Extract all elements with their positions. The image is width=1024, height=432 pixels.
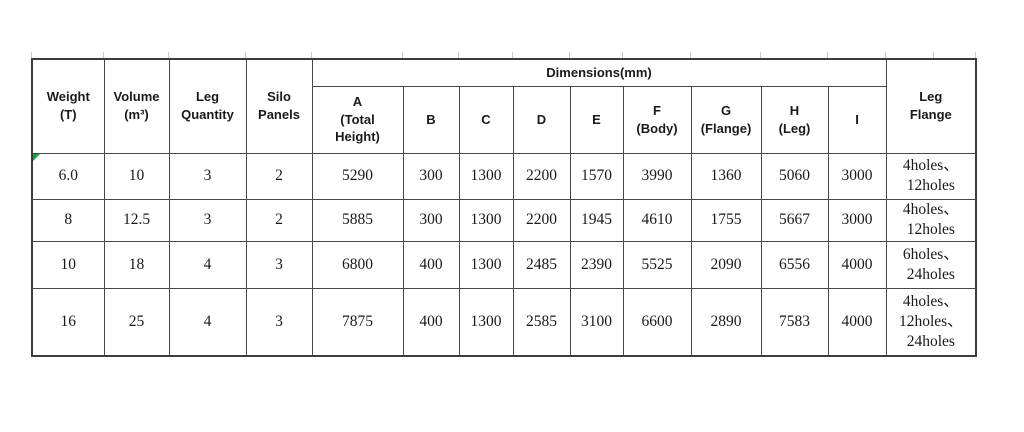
cell-b-r3: 400 (402, 240, 460, 289)
col-header-volume: Volume (m³) (103, 58, 170, 154)
cell-a-total-height-r2: 5885 (311, 198, 404, 242)
gridline-stub (402, 52, 403, 58)
cell-f-body-r4: 6600 (622, 287, 692, 357)
col-header-b: B (402, 85, 460, 154)
col-header-d: D (512, 85, 571, 154)
col-header-c: C (458, 85, 514, 154)
cell-e-r1: 1570 (569, 152, 624, 200)
cell-i-r1: 3000 (827, 152, 887, 200)
gridline-stub (245, 52, 246, 58)
cell-f-body-r3: 5525 (622, 240, 692, 289)
cell-weight-r4: 16 (31, 287, 105, 357)
cell-weight-r1: 6.0 (31, 152, 105, 200)
cell-silo-panels-r1: 2 (245, 152, 313, 200)
cell-g-flange-r4: 2890 (690, 287, 762, 357)
cell-c-r4: 1300 (458, 287, 514, 357)
cell-d-r1: 2200 (512, 152, 571, 200)
cell-f-body-r2: 4610 (622, 198, 692, 242)
cell-c-r2: 1300 (458, 198, 514, 242)
gridline-stub (885, 52, 886, 58)
gridline-stub (933, 52, 934, 58)
cell-b-r2: 300 (402, 198, 460, 242)
table-body: 6.0 10 3 2 5290 300 1300 2200 1570 3990 1360 5060 30… (31, 152, 977, 357)
cell-silo-panels-r2: 2 (245, 198, 313, 242)
cell-leg-flange-r2: 4holes、 12holes (885, 198, 977, 242)
col-header-leg-quantity: Leg Quantity (168, 58, 247, 154)
cell-h-leg-r1: 5060 (760, 152, 829, 200)
cell-b-r1: 300 (402, 152, 460, 200)
col-header-leg-flange: Leg Flange (885, 58, 977, 154)
cell-i-r2: 3000 (827, 198, 887, 242)
col-header-i: I (827, 85, 887, 154)
cell-leg-flange-r1: 4holes、 12holes (885, 152, 977, 200)
cell-g-flange-r2: 1755 (690, 198, 762, 242)
cell-i-r4: 4000 (827, 287, 887, 357)
gridline-stub (168, 52, 169, 58)
col-header-a: A (Total Height) (311, 85, 404, 154)
cell-g-flange-r1: 1360 (690, 152, 762, 200)
cell-a-total-height-r3: 6800 (311, 240, 404, 289)
col-header-g: G (Flange) (690, 85, 762, 154)
cell-weight-r3: 10 (31, 240, 105, 289)
table-row: 8 12.5 3 2 5885 300 1300 2200 1945 4610 1755 5667 30… (31, 198, 977, 242)
cell-g-flange-r3: 2090 (690, 240, 762, 289)
col-header-h: H (Leg) (760, 85, 829, 154)
cell-d-r4: 2585 (512, 287, 571, 357)
cell-leg-flange-r4: 4holes、 12holes、 24holes (885, 287, 977, 357)
col-header-silo-panels: Silo Panels (245, 58, 313, 154)
silo-spec-table: Weight (T) Volume (m³) Leg Quantity Silo… (31, 58, 978, 357)
cell-b-r4: 400 (402, 287, 460, 357)
cell-leg-flange-r3: 6holes、 24holes (885, 240, 977, 289)
gridline-stub (569, 52, 570, 58)
col-header-weight: Weight (T) (31, 58, 105, 154)
cell-error-indicator-triangle (33, 154, 40, 161)
cell-e-r2: 1945 (569, 198, 624, 242)
col-header-f: F (Body) (622, 85, 692, 154)
cell-c-r3: 1300 (458, 240, 514, 289)
cell-leg-quantity-r3: 4 (168, 240, 247, 289)
cell-silo-panels-r4: 3 (245, 287, 313, 357)
cell-h-leg-r4: 7583 (760, 287, 829, 357)
cell-c-r1: 1300 (458, 152, 514, 200)
gridline-stub (827, 52, 828, 58)
cell-d-r3: 2485 (512, 240, 571, 289)
table-row: 16 25 4 3 7875 400 1300 2585 3100 6600 2890 7583 400… (31, 287, 977, 357)
cell-e-r4: 3100 (569, 287, 624, 357)
cell-leg-quantity-r4: 4 (168, 287, 247, 357)
table-row: 6.0 10 3 2 5290 300 1300 2200 1570 3990 1360 5060 30… (31, 152, 977, 200)
cell-h-leg-r2: 5667 (760, 198, 829, 242)
cell-leg-quantity-r2: 3 (168, 198, 247, 242)
gridline-stub (690, 52, 691, 58)
dimensions-group-header: Dimensions(mm) (311, 58, 887, 87)
gridline-stub (512, 52, 513, 58)
cell-volume-r1: 10 (103, 152, 170, 200)
gridline-stub (975, 52, 976, 58)
cell-f-body-r1: 3990 (622, 152, 692, 200)
cell-volume-r4: 25 (103, 287, 170, 357)
cell-d-r2: 2200 (512, 198, 571, 242)
header-row-group: Weight (T) Volume (m³) Leg Quantity Silo… (31, 58, 977, 154)
gridline-stub (760, 52, 761, 58)
gridline-stub (458, 52, 459, 58)
cell-h-leg-r3: 6556 (760, 240, 829, 289)
cell-i-r3: 4000 (827, 240, 887, 289)
cell-leg-quantity-r1: 3 (168, 152, 247, 200)
col-header-e: E (569, 85, 624, 154)
gridline-stub (311, 52, 312, 58)
cell-a-total-height-r4: 7875 (311, 287, 404, 357)
gridline-stub (622, 52, 623, 58)
cell-a-total-height-r1: 5290 (311, 152, 404, 200)
cell-silo-panels-r3: 3 (245, 240, 313, 289)
cell-volume-r2: 12.5 (103, 198, 170, 242)
gridline-stub (103, 52, 104, 58)
header-row-dimensions: A (Total Height) B C D E F (Body) G (Fla… (32, 85, 976, 154)
cell-volume-r3: 18 (103, 240, 170, 289)
table-row: 10 18 4 3 6800 400 1300 2485 2390 5525 2090 6556 400… (31, 240, 977, 289)
cell-e-r3: 2390 (569, 240, 624, 289)
cell-weight-r2: 8 (31, 198, 105, 242)
gridline-stub (31, 52, 32, 58)
